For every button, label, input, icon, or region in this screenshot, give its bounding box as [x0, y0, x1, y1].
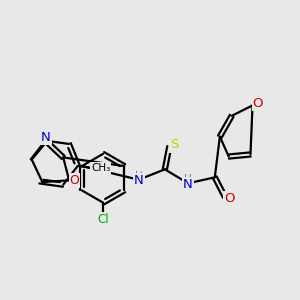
- Text: N: N: [41, 131, 51, 144]
- Text: S: S: [170, 138, 178, 152]
- Text: CH₃: CH₃: [91, 163, 110, 173]
- Text: Cl: Cl: [97, 213, 109, 226]
- Text: N: N: [183, 178, 193, 191]
- Text: O: O: [253, 98, 263, 110]
- Text: H: H: [184, 174, 192, 184]
- Text: O: O: [70, 174, 80, 188]
- Text: N: N: [134, 174, 144, 188]
- Text: O: O: [224, 192, 235, 205]
- Text: H: H: [135, 171, 142, 181]
